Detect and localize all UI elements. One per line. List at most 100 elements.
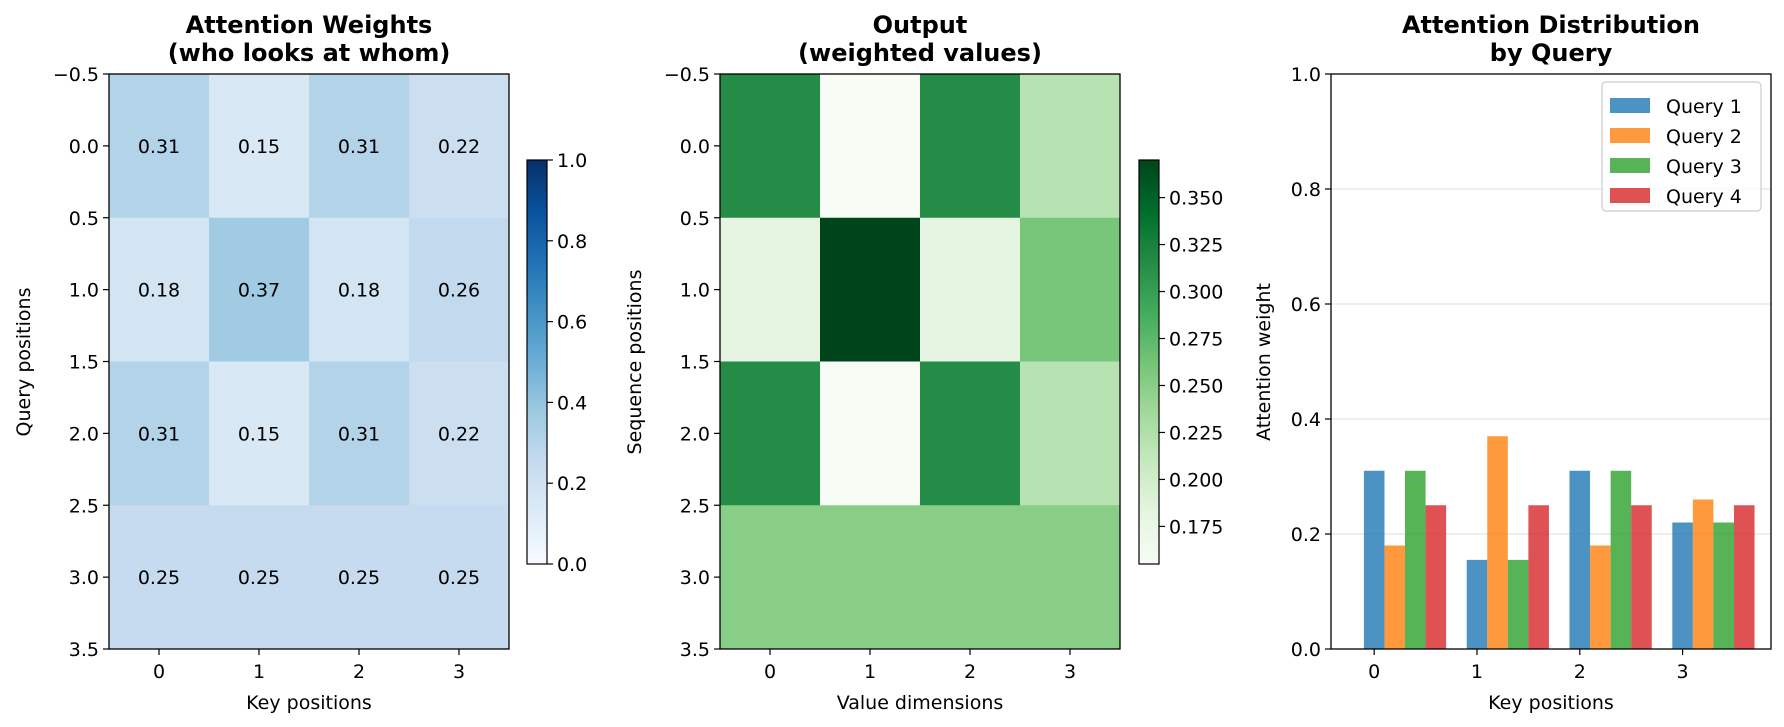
bar-query-2-key-0 — [1384, 545, 1406, 649]
y-tick-label: 2.0 — [680, 423, 710, 445]
x-tick-label: 0 — [1368, 661, 1380, 683]
heatmap-cell-r1-c1 — [820, 217, 921, 362]
heatmap-cell-label: 0.25 — [338, 567, 380, 589]
colorbar-tick-label: 0.275 — [1169, 329, 1223, 351]
output-x-ticks: 0 1 2 3 — [764, 649, 1076, 683]
heatmap-cell-r0-c1 — [820, 74, 921, 219]
bar-query-4-key-3 — [1733, 505, 1755, 649]
bar-query-3-key-0 — [1405, 470, 1426, 649]
attention-weights-panel: Attention Weights (who looks at whom) 0.… — [13, 11, 587, 714]
y-tick-label: 1.0 — [1291, 64, 1321, 86]
heatmap-cell-r2-c2 — [920, 361, 1021, 506]
attention-weights-xlabel: Key positions — [246, 692, 372, 714]
colorbar-tick-label: 0.200 — [1169, 469, 1223, 491]
output-y-ticks: −0.5 0.0 0.5 1.0 1.5 2.0 2.5 3.0 3.5 — [664, 64, 720, 661]
colorbar-tick-label: 0.6 — [557, 312, 587, 334]
heatmap-cell-r3-c3 — [409, 505, 510, 650]
output-heatmap — [720, 74, 1121, 650]
legend-swatch — [1610, 158, 1650, 173]
heatmap-cell-r2-c2 — [309, 361, 410, 506]
y-tick-label: 0.4 — [1291, 409, 1321, 431]
distribution-title-line1: Attention Distribution — [1402, 11, 1700, 39]
legend-box — [1601, 81, 1762, 212]
heatmap-cell-r0-c0 — [109, 74, 210, 219]
x-tick-label: 1 — [253, 661, 265, 683]
bar-query-4-key-2 — [1631, 505, 1652, 649]
bar-query-1-key-3 — [1672, 522, 1693, 649]
distribution-gridlines — [1331, 188, 1771, 535]
distribution-y-ticks: 0.0 0.2 0.4 0.6 0.8 1.0 — [1291, 64, 1331, 661]
distribution-bars — [1363, 436, 1755, 649]
y-tick-label: 0.2 — [1291, 524, 1321, 546]
output-panel: Output (weighted values) 0 1 2 3 −0.5 0.0 0.5… — [624, 11, 1223, 714]
y-tick-label: 1.0 — [69, 280, 99, 302]
y-tick-label: 0.6 — [1291, 294, 1321, 316]
heatmap-cell-r0-c1 — [209, 74, 310, 219]
x-tick-label: 1 — [1471, 661, 1483, 683]
colorbar-tick-label: 0.2 — [557, 473, 587, 495]
x-tick-label: 3 — [1064, 661, 1076, 683]
heatmap-cell-label: 0.15 — [238, 423, 280, 445]
heatmap-cell-label: 0.25 — [238, 567, 280, 589]
colorbar-tick-label: 0.0 — [557, 554, 587, 576]
y-tick-label: 0.8 — [1291, 179, 1321, 201]
attention-weights-heatmap: 0.31 0.15 0.31 0.22 0.18 0.37 0.18 0.26 0.31 0.15… — [109, 74, 510, 650]
legend-label: Query 3 — [1666, 156, 1742, 178]
heatmap-cell-r1-c3 — [409, 217, 510, 362]
output-title-line2: (weighted values) — [798, 39, 1042, 67]
bar-query-1-key-2 — [1569, 470, 1591, 649]
heatmap-cell-r2-c3 — [1020, 361, 1121, 506]
distribution-frame — [1330, 73, 1772, 650]
colorbar-frame — [526, 159, 548, 565]
x-tick-label: 1 — [864, 661, 876, 683]
colorbar-tick-label: 0.250 — [1169, 375, 1223, 397]
x-tick-label: 0 — [764, 661, 776, 683]
x-tick-label: 2 — [964, 661, 976, 683]
colorbar-tick-label: 0.4 — [557, 392, 587, 414]
heatmap-cell-r1-c0 — [720, 217, 821, 362]
colorbar-tick-label: 1.0 — [557, 150, 587, 172]
heatmap-cell-label: 0.31 — [338, 136, 380, 158]
distribution-ylabel: Attention weight — [1253, 283, 1275, 441]
heatmap-cell-r1-c0 — [109, 217, 210, 362]
attention-weights-colorbar: 0.0 0.2 0.4 0.6 0.8 1.0 — [526, 150, 587, 576]
heatmap-cell-r0-c3 — [409, 74, 510, 219]
heatmap-cell-r2-c1 — [209, 361, 310, 506]
x-tick-label: 2 — [1574, 661, 1586, 683]
colorbar-tick-label: 0.8 — [557, 231, 587, 253]
bar-query-4-key-1 — [1528, 505, 1549, 649]
heatmap-cell-label: 0.22 — [438, 423, 480, 445]
y-tick-label: 3.0 — [69, 567, 99, 589]
heatmap-cell-r2-c0 — [720, 361, 821, 506]
y-tick-label: 3.5 — [680, 639, 710, 661]
heatmap-cell-label: 0.22 — [438, 136, 480, 158]
bar-query-2-key-1 — [1487, 436, 1508, 649]
heatmap-cell-r2-c1 — [820, 361, 921, 506]
y-tick-label: 1.0 — [680, 280, 710, 302]
bar-query-4-key-0 — [1425, 505, 1447, 649]
y-tick-label: 2.0 — [69, 423, 99, 445]
output-ylabel: Sequence positions — [624, 270, 646, 455]
y-tick-label: −0.5 — [53, 64, 99, 86]
heatmap-cell-label: 0.31 — [338, 423, 380, 445]
bar-query-3-key-3 — [1713, 522, 1734, 649]
heatmap-cell-label: 0.18 — [338, 280, 380, 302]
distribution-legend[interactable]: Query 1 Query 2 Query 3 Query 4 — [1601, 81, 1762, 212]
distribution-title-line2: by Query — [1490, 39, 1613, 67]
heatmap-cell-r2-c3 — [409, 361, 510, 506]
colorbar-tick-label: 0.225 — [1169, 422, 1223, 444]
bar-query-2-key-3 — [1692, 499, 1714, 649]
legend-swatch — [1610, 188, 1650, 203]
bar-query-1-key-1 — [1466, 559, 1488, 649]
heatmap-cell-r3-c1 — [820, 505, 921, 650]
distribution-xlabel: Key positions — [1488, 692, 1614, 714]
heatmap-cell-label: 0.25 — [138, 567, 180, 589]
heatmap-cell-label: 0.25 — [438, 567, 480, 589]
heatmap-cell-r2-c0 — [109, 361, 210, 506]
y-tick-label: 3.0 — [680, 567, 710, 589]
y-tick-label: 0.0 — [69, 136, 99, 158]
x-tick-label: 2 — [353, 661, 365, 683]
legend-label: Query 2 — [1666, 126, 1742, 148]
heatmap-cell-label: 0.15 — [238, 136, 280, 158]
